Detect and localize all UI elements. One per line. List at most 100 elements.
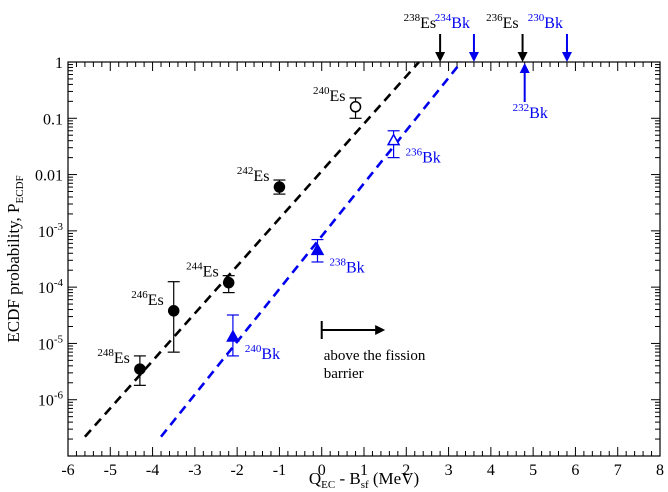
x-tick-label: -2 — [230, 462, 243, 479]
isotope-label-element: Bk — [261, 346, 280, 363]
x-tick-labels: -6 -5 -4 -3 -2 -1 0 1 2 3 4 5 6 7 8 — [61, 462, 664, 479]
y-axis-title: ECDF probability, PECDF — [4, 175, 26, 342]
axis-ticks — [68, 62, 660, 456]
annotation-arrow-head — [375, 325, 386, 335]
x-axis-title-tail: (MeV) — [369, 469, 420, 488]
x-tick-label: 8 — [656, 462, 664, 479]
top-isotope-label-mass: 236 — [486, 12, 503, 24]
data-point — [167, 305, 180, 317]
isotope-label-mass: 248 — [97, 347, 114, 359]
top-isotope-label-mass: 238 — [404, 12, 421, 24]
top-isotope-label-element: Es — [420, 15, 436, 32]
data-point — [222, 276, 235, 289]
isotope-label: 244Es — [186, 261, 219, 281]
x-tick-label: -5 — [104, 462, 117, 479]
isotope-label: 246Es — [131, 289, 164, 309]
x-axis-title: QEC - Bsf (MeV) — [309, 469, 419, 491]
top-isotope-label: 234Bk — [435, 12, 470, 32]
arrow-head — [517, 52, 528, 62]
y-tick-label-exponent: -4 — [54, 277, 64, 289]
top-isotope-label: 230Bk — [528, 12, 563, 32]
isotope-label-element: Bk — [422, 150, 441, 167]
data-point — [226, 329, 240, 342]
y-axis-title-main: ECDF probability, P — [4, 203, 23, 342]
isotope-label-mass: 240 — [245, 343, 262, 355]
x-tick-label: -1 — [273, 462, 286, 479]
y-tick-label: 10-4 — [38, 277, 64, 297]
isotope-label-mass: 244 — [186, 261, 203, 273]
isotope-label-mass: 240 — [313, 85, 330, 97]
fit-line — [83, 61, 420, 438]
y-tick-label-base: 10 — [38, 393, 54, 410]
x-axis-title-main: Q — [309, 469, 321, 488]
x-tick-label: 4 — [487, 462, 495, 479]
isotope-label: 240Bk — [245, 343, 280, 363]
data-point — [310, 242, 325, 256]
fit-line — [160, 61, 463, 438]
x-tick-label: 2 — [402, 462, 410, 479]
up-isotope-label-mass: 232 — [513, 102, 530, 114]
x-axis-title-mid: - B — [335, 469, 361, 488]
isotope-label-element: Es — [203, 264, 219, 281]
isotope-label-element: Es — [330, 88, 346, 105]
data-point — [134, 363, 146, 375]
x-tick-label: 6 — [571, 462, 579, 479]
top-isotope-label-element: Es — [503, 15, 519, 32]
x-tick-label: 1 — [360, 462, 368, 479]
isotope-label: 238Bk — [329, 256, 364, 276]
top-isotope-label-element: Bk — [451, 15, 470, 32]
isotope-label-element: Es — [148, 292, 164, 309]
top-isotope-label: 236Es — [486, 12, 519, 32]
data-point — [273, 181, 286, 193]
y-tick-label-exponent: -6 — [54, 390, 64, 402]
top-isotope-label-mass: 234 — [435, 12, 452, 24]
up-isotope-label: 232Bk — [513, 102, 548, 122]
x-tick-label: -3 — [188, 462, 201, 479]
y-tick-label: 1 — [55, 55, 63, 72]
isotope-label-element: Bk — [346, 259, 365, 276]
top-isotope-label: 238Es — [404, 12, 437, 32]
annotation-line1: above the fission — [324, 348, 426, 364]
x-tick-label: 7 — [614, 462, 622, 479]
data-point — [349, 101, 362, 113]
y-tick-label: 10-6 — [38, 390, 64, 410]
x-tick-label: -6 — [61, 462, 74, 479]
x-tick-label: 0 — [318, 462, 326, 479]
top-isotope-label-element: Bk — [544, 15, 563, 32]
y-tick-label-base: 10 — [38, 280, 54, 297]
y-tick-label-exponent: -5 — [54, 333, 64, 345]
isotope-label-element: Es — [253, 168, 269, 185]
x-tick-label: 5 — [529, 462, 537, 479]
y-tick-label: 10-3 — [38, 221, 64, 241]
y-tick-label: 0.1 — [43, 111, 63, 128]
up-arrow-head — [519, 63, 530, 73]
data-point — [386, 133, 401, 146]
x-axis-title-sub2: sf — [361, 479, 369, 491]
fission-barrier-annotation: above the fission barrier — [320, 321, 426, 382]
y-tick-label: 10-5 — [38, 333, 64, 353]
x-tick-label: -4 — [146, 462, 159, 479]
top-isotope-label-mass: 230 — [528, 12, 545, 24]
isotope-label-mass: 236 — [406, 147, 423, 159]
y-axis-title-sub: ECDF — [14, 175, 26, 203]
x-tick-label: 3 — [445, 462, 453, 479]
arrow-head — [561, 52, 572, 62]
up-isotope-label-element: Bk — [529, 105, 548, 122]
y-tick-label: 0.01 — [35, 168, 63, 185]
isotope-label-mass: 238 — [329, 256, 346, 268]
arrow-head — [468, 52, 479, 62]
isotope-label: 242Es — [237, 165, 270, 185]
fit-lines — [83, 61, 463, 438]
isotope-label-mass: 246 — [131, 289, 148, 301]
isotope-label-element: Es — [114, 350, 130, 367]
arrow-head — [435, 52, 446, 62]
y-tick-label-exponent: -3 — [54, 221, 64, 233]
x-axis-title-sub1: EC — [321, 479, 335, 491]
y-tick-label-base: 10 — [38, 336, 54, 353]
y-tick-label-base: 10 — [38, 224, 54, 241]
isotope-label: 236Bk — [406, 147, 441, 167]
